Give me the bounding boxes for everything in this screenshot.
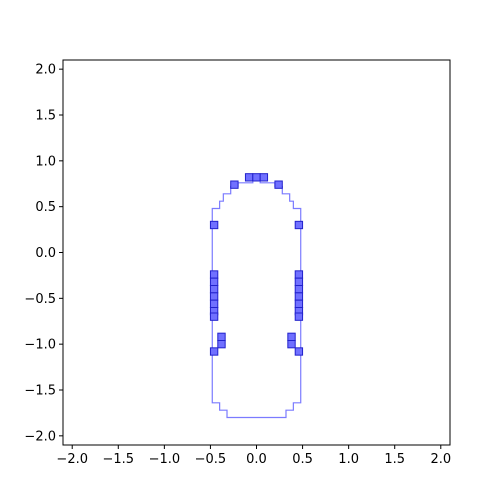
x-tick-label: 1.5 bbox=[384, 452, 405, 467]
y-tick-label: 1.5 bbox=[35, 109, 56, 124]
cell-marker bbox=[294, 277, 304, 287]
x-tick-label: −1.0 bbox=[149, 452, 181, 467]
y-tick-label: 2.0 bbox=[35, 63, 56, 78]
cell-marker bbox=[294, 299, 304, 309]
x-tick-label: 0.5 bbox=[292, 452, 313, 467]
y-tick-label: 1.0 bbox=[35, 154, 56, 169]
cell-marker bbox=[287, 332, 296, 342]
x-tick-label: −2.0 bbox=[56, 452, 88, 467]
cell-marker bbox=[294, 312, 304, 321]
cell-marker bbox=[294, 270, 304, 279]
y-tick-label: −2.0 bbox=[24, 429, 56, 444]
cell-marker bbox=[230, 180, 239, 189]
cell-marker bbox=[217, 332, 226, 342]
cell-marker bbox=[209, 292, 219, 301]
x-tick-label: −0.5 bbox=[195, 452, 227, 467]
cell-marker bbox=[209, 347, 219, 356]
y-tick-label: −0.5 bbox=[24, 292, 56, 307]
y-tick-label: 0.5 bbox=[35, 200, 56, 215]
cell-marker bbox=[252, 173, 261, 182]
x-tick-label: 2.0 bbox=[430, 452, 451, 467]
x-tick-label: 1.0 bbox=[338, 452, 359, 467]
cell-marker bbox=[209, 270, 219, 279]
cell-marker bbox=[294, 347, 304, 356]
y-tick-label: −1.0 bbox=[24, 338, 56, 353]
cell-marker bbox=[274, 180, 283, 189]
cell-marker bbox=[209, 220, 219, 230]
outline-path bbox=[211, 178, 302, 419]
x-tick-label: −1.5 bbox=[102, 452, 134, 467]
axes: −2.0 −1.5 −1.0 −0.5 0.0 0.5 1.0 1.5 2.0−2.0−1.5−… bbox=[24, 59, 451, 467]
cell-marker bbox=[294, 220, 304, 230]
cell-marker bbox=[209, 299, 219, 309]
cell-marker bbox=[244, 173, 254, 182]
plot-area bbox=[209, 173, 304, 419]
cell-marker bbox=[294, 292, 304, 301]
cell-marker bbox=[294, 285, 304, 294]
x-tick-label: 0.0 bbox=[246, 452, 267, 467]
cell-marker bbox=[209, 285, 219, 294]
y-tick-label: −1.5 bbox=[24, 384, 56, 399]
cell-marker bbox=[217, 340, 226, 349]
cell-marker bbox=[209, 312, 219, 321]
y-tick-label: 0.0 bbox=[35, 246, 56, 261]
cell-marker bbox=[287, 340, 296, 349]
cell-marker bbox=[259, 173, 269, 182]
cell-marker bbox=[209, 277, 219, 287]
